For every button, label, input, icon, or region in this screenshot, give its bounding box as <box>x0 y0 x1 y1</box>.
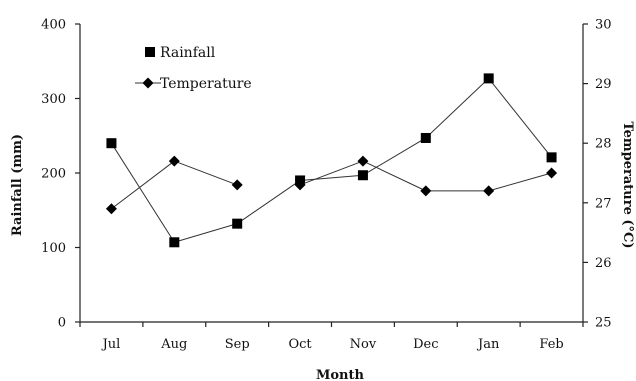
rainfall-point <box>357 170 368 181</box>
rainfall-series <box>106 73 557 248</box>
left-axis-ticks: 0 100 200 300 400 <box>41 18 80 331</box>
legend: Rainfall Temperature <box>135 45 252 92</box>
left-tick-label: 400 <box>41 18 66 33</box>
rainfall-line-segment <box>236 180 301 225</box>
legend-rainfall-label: Rainfall <box>160 45 216 61</box>
temperature-point <box>168 155 180 167</box>
rainfall-point <box>169 237 180 248</box>
right-axis-ticks: 25 26 27 28 29 30 <box>583 18 612 331</box>
temperature-point <box>420 185 432 197</box>
left-tick-label: 100 <box>41 241 66 256</box>
temperature-series <box>105 155 558 215</box>
x-tick-label: Nov <box>350 337 377 352</box>
x-tick-label: Jul <box>101 337 121 352</box>
rainfall-point <box>420 132 431 143</box>
rainfall-point <box>546 152 557 163</box>
rainfall-line-segment <box>174 223 238 243</box>
y2-axis-title: Temperature (°C) <box>620 121 635 248</box>
rainfall-point <box>106 138 117 149</box>
x-tick-label: Jan <box>476 337 500 352</box>
y-axis-title: Rainfall (mm) <box>10 134 25 236</box>
right-tick-label: 28 <box>595 137 612 152</box>
legend-temperature-label: Temperature <box>160 76 252 92</box>
rainfall-line-segment <box>488 78 552 158</box>
temperature-line-segment <box>488 172 552 192</box>
temperature-line-segment <box>299 160 364 186</box>
rainfall-line-segment <box>362 137 427 176</box>
temperature-point <box>294 179 306 191</box>
x-tick-label: Feb <box>539 337 563 352</box>
right-tick-label: 29 <box>595 77 612 92</box>
x-axis-title: Month <box>316 368 365 381</box>
temperature-line-segment <box>174 160 238 186</box>
x-tick-label: Oct <box>288 337 312 352</box>
temperature-point <box>105 203 117 215</box>
rainfall-point <box>232 218 243 229</box>
right-tick-label: 30 <box>595 18 612 33</box>
rainfall-line-segment <box>425 78 490 139</box>
x-tick-label: Aug <box>160 337 187 352</box>
rainfall-line-segment <box>300 174 363 181</box>
temperature-point <box>231 179 243 191</box>
temperature-point <box>357 155 369 167</box>
legend-rainfall-marker <box>145 47 155 57</box>
x-tick-label: Sep <box>225 337 250 352</box>
rainfall-line-segment <box>111 142 175 243</box>
temperature-point <box>483 185 495 197</box>
x-tick-label: Dec <box>413 337 438 352</box>
right-tick-label: 26 <box>595 256 612 271</box>
right-tick-label: 25 <box>595 316 612 331</box>
left-tick-label: 300 <box>41 92 66 107</box>
legend-temperature-marker <box>142 77 154 89</box>
rainfall-point <box>483 73 494 84</box>
temperature-line-segment <box>362 160 427 192</box>
right-tick-label: 27 <box>595 196 612 211</box>
series-layer <box>105 73 558 248</box>
temperature-point <box>546 167 558 179</box>
left-tick-label: 0 <box>58 316 66 331</box>
temperature-line-segment <box>111 160 175 210</box>
x-axis-ticks: Jul Aug Sep Oct Nov Dec Jan Feb <box>79 322 584 352</box>
left-tick-label: 200 <box>41 167 66 182</box>
